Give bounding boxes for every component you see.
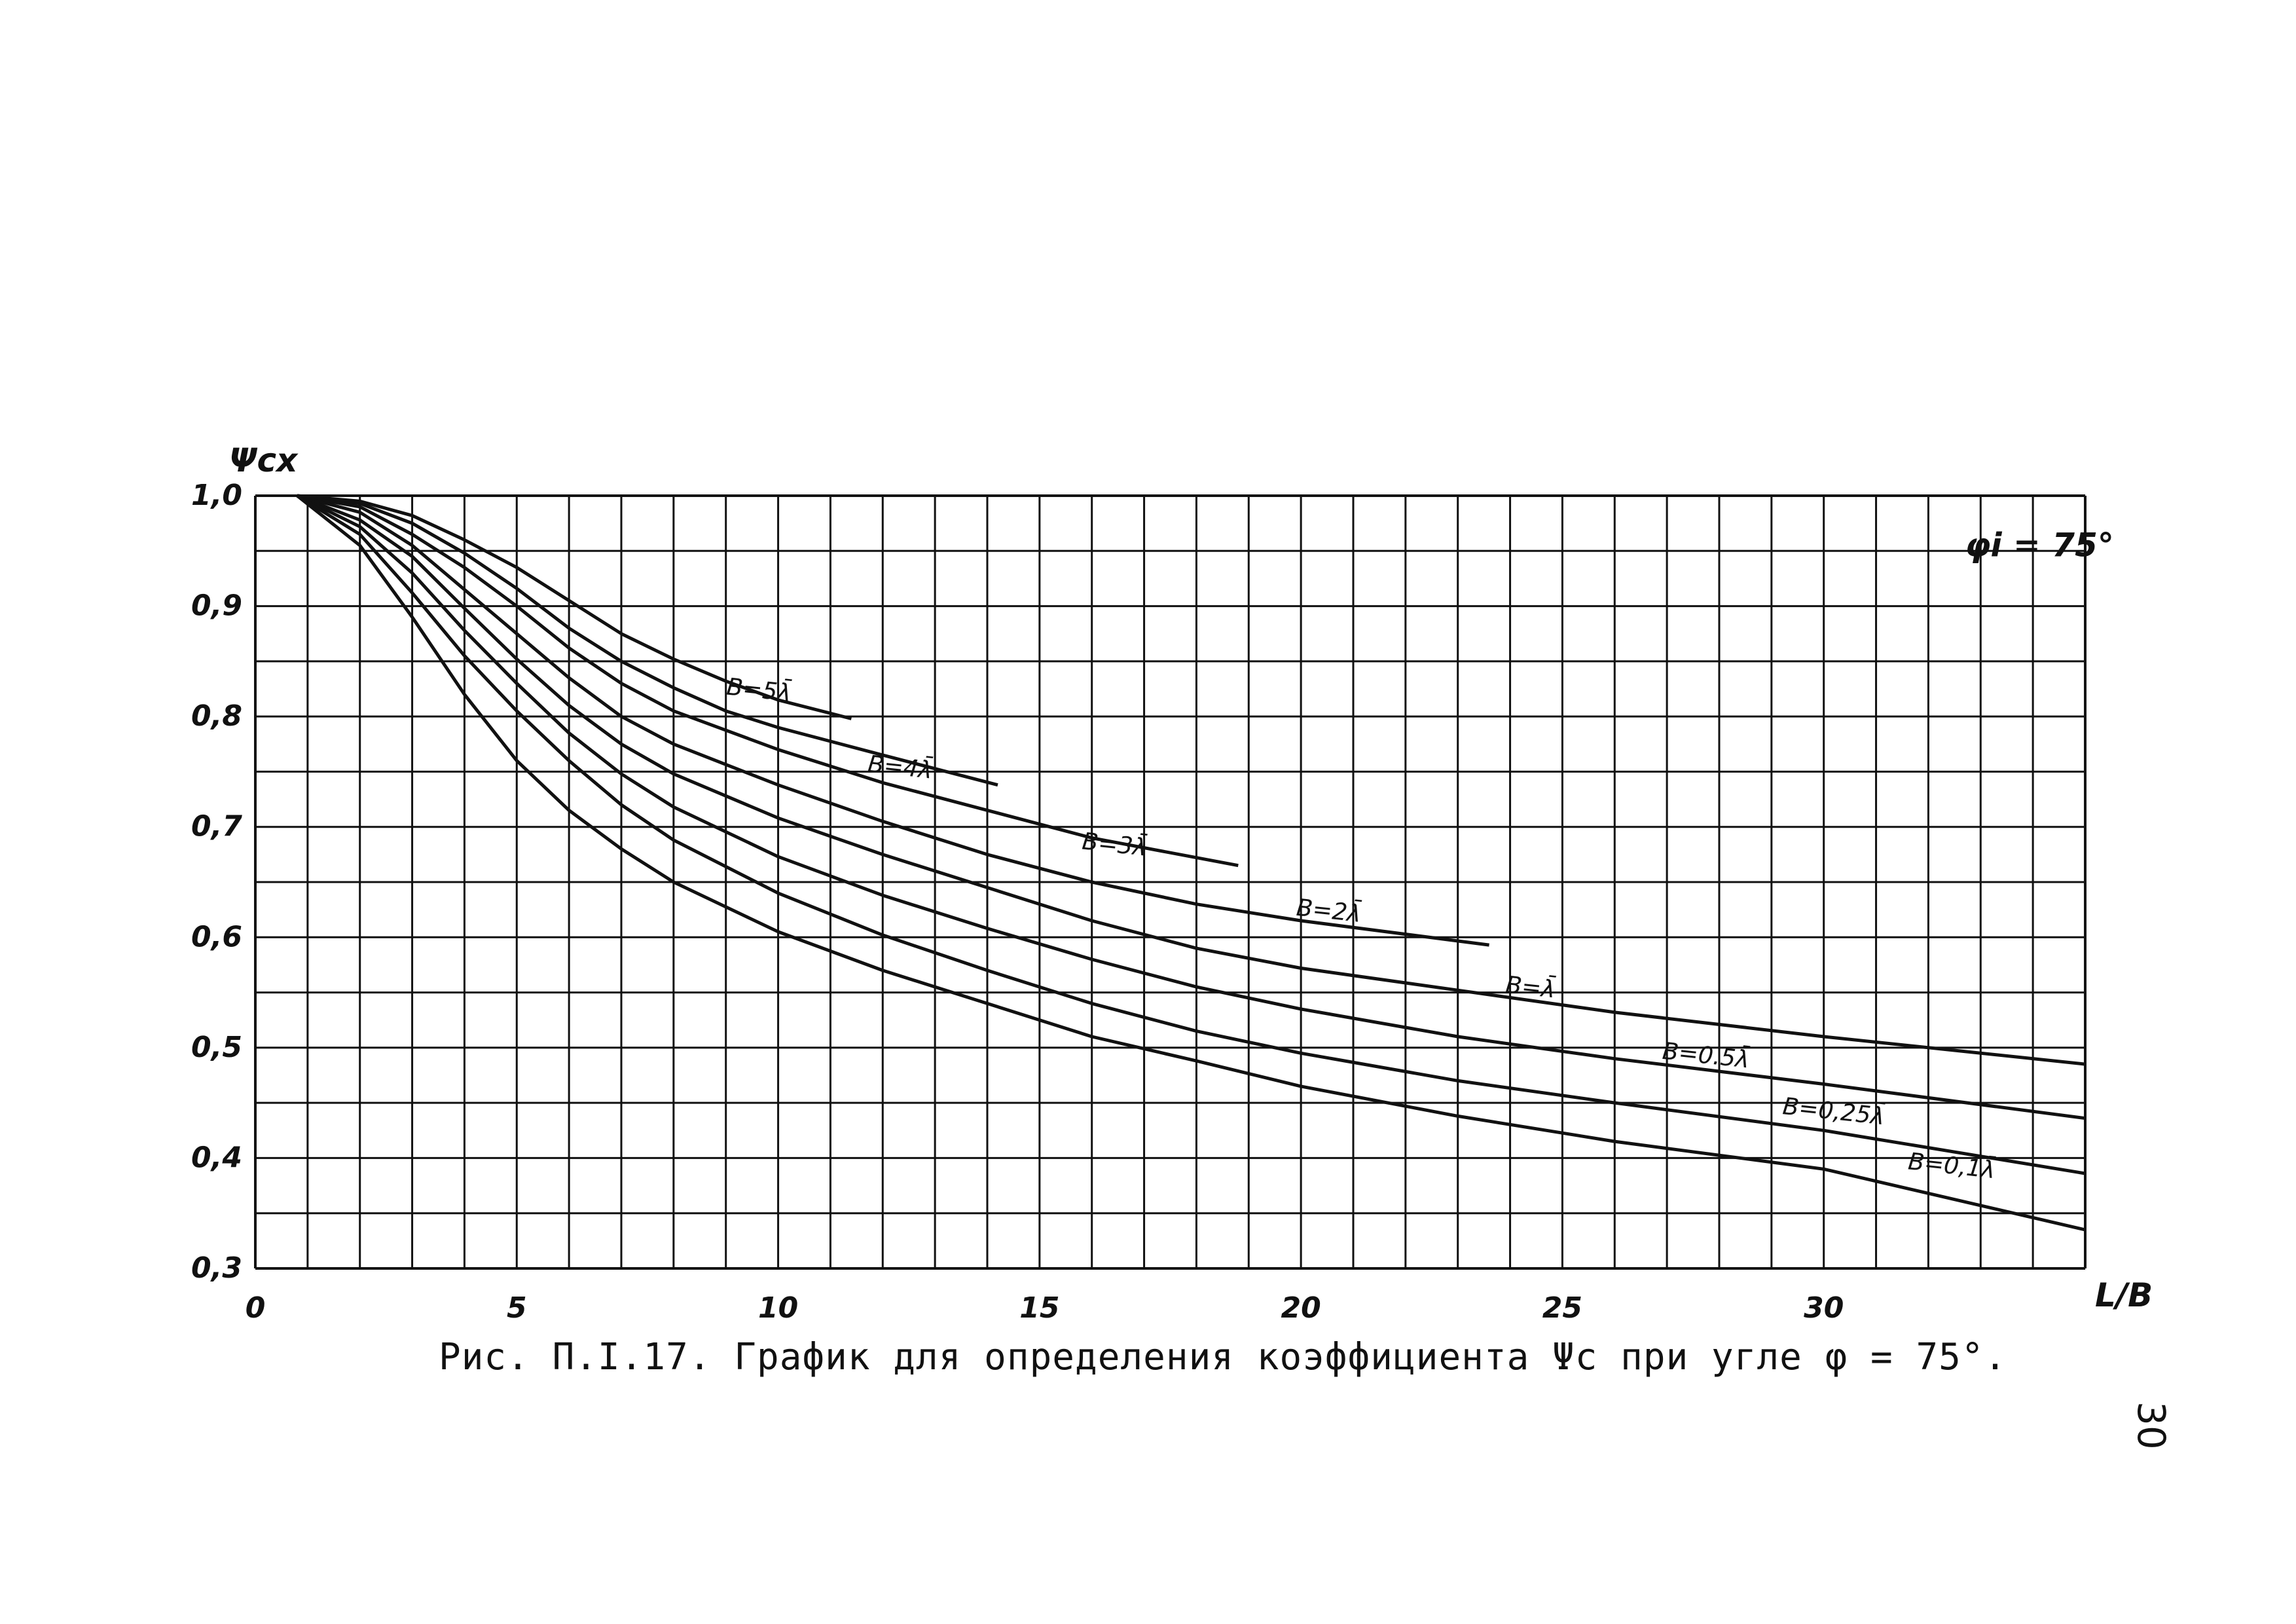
x-axis-label: L/B <box>2095 1276 2153 1314</box>
x-tick-label: 30 <box>1804 1291 1844 1325</box>
series-label: B=0,1λ̄ <box>1907 1147 1997 1184</box>
y-axis-label: Ψcx <box>229 441 299 479</box>
series-line <box>297 494 998 787</box>
x-tick-label: 25 <box>1542 1291 1582 1325</box>
y-tick-label: 0,5 <box>191 1031 242 1064</box>
labels: Ψcx L/B φi = 75° <box>229 441 2153 1314</box>
series-label: B=λ̄ <box>1504 970 1557 1003</box>
page-number: 30 <box>2129 1401 2174 1450</box>
y-tick-label: 0,7 <box>191 810 242 843</box>
x-tick-label: 10 <box>758 1291 798 1325</box>
series-line <box>297 494 1489 947</box>
x-tick-label: 5 <box>507 1291 527 1325</box>
angle-annotation: φi = 75° <box>1965 526 2114 564</box>
x-tick-label: 20 <box>1281 1291 1321 1325</box>
series-line <box>296 494 2086 1232</box>
series-line <box>297 494 852 720</box>
series-label: B=5λ̄ <box>725 673 793 707</box>
x-tick-label: 0 <box>246 1291 266 1325</box>
y-tick-label: 1,0 <box>191 479 242 512</box>
figure-caption: Рис. П.I.17. График для определения коэф… <box>439 1336 2007 1378</box>
y-tick-label: 0,4 <box>191 1141 242 1174</box>
series-line <box>296 494 2086 1120</box>
grid <box>254 494 2086 1270</box>
y-tick-label: 0,9 <box>191 589 242 623</box>
series-line <box>296 494 2086 1175</box>
series-label: B=0.5λ̄ <box>1661 1037 1751 1073</box>
ticks: 0 5 10 15 20 25 30 0,3 0,4 0,5 0,6 0,7 0,8 0,9 1,0 <box>191 479 1844 1325</box>
y-tick-label: 0,3 <box>191 1251 242 1285</box>
series-label: B=0,25λ̄ <box>1781 1092 1886 1131</box>
y-tick-label: 0,8 <box>191 699 242 733</box>
series-line <box>296 494 2086 1066</box>
series-line <box>297 494 1239 868</box>
x-tick-label: 15 <box>1019 1291 1059 1325</box>
y-tick-label: 0,6 <box>191 920 242 953</box>
